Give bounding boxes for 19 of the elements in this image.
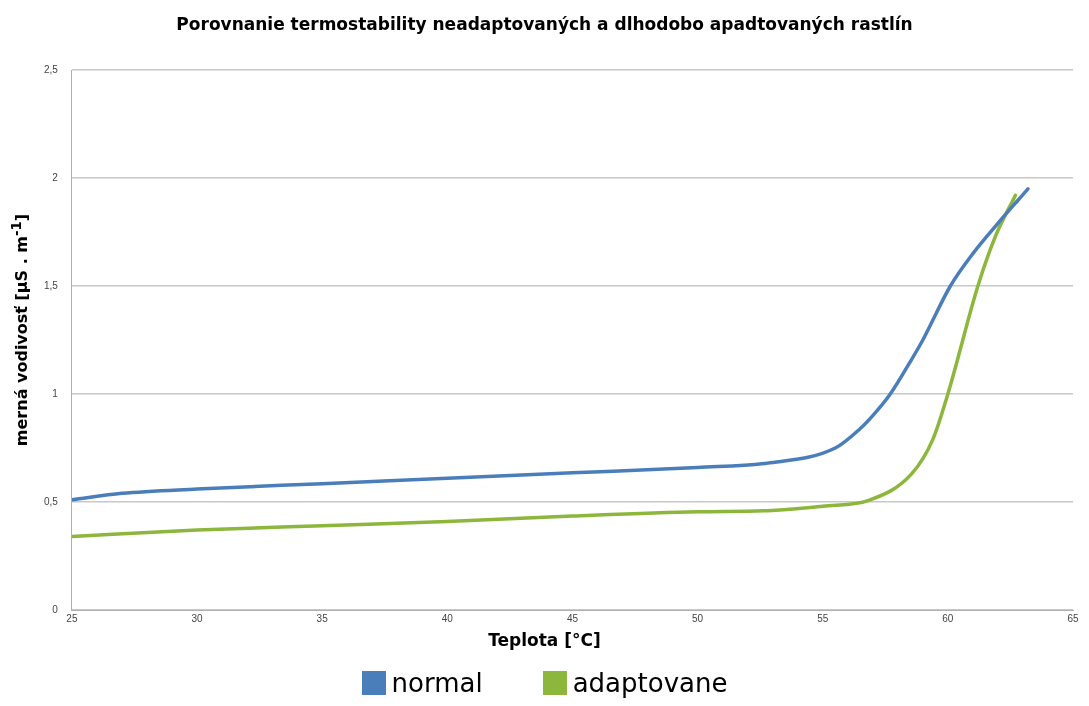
- y-tick-label: 0: [52, 603, 59, 615]
- y-tick-label: 1,5: [44, 279, 59, 291]
- y-tick-label: 0,5: [44, 495, 59, 507]
- x-tick-label: 50: [692, 612, 704, 624]
- chart-title: Porovnanie termostability neadaptovaných a dlhodobo apadtovaných rastlín: [175, 14, 914, 34]
- x-tick-label: 55: [817, 612, 829, 624]
- y-tick-label: 2,5: [44, 63, 59, 75]
- x-tick-label: 35: [316, 612, 329, 624]
- legend-label: adaptovane: [572, 668, 728, 698]
- x-tick-label: 45: [566, 612, 579, 624]
- y-tick-label: 2: [52, 171, 59, 183]
- x-tick-label: 65: [1067, 612, 1079, 624]
- x-tick-label: 30: [191, 612, 204, 624]
- x-tick-label: 25: [66, 612, 78, 624]
- legend-label: normal: [391, 668, 483, 698]
- y-tick-label: 1: [52, 387, 59, 399]
- x-tick-label: 40: [441, 612, 454, 624]
- x-tick-label: 60: [942, 612, 954, 624]
- x-axis-title: Teplota [°C]: [487, 630, 602, 650]
